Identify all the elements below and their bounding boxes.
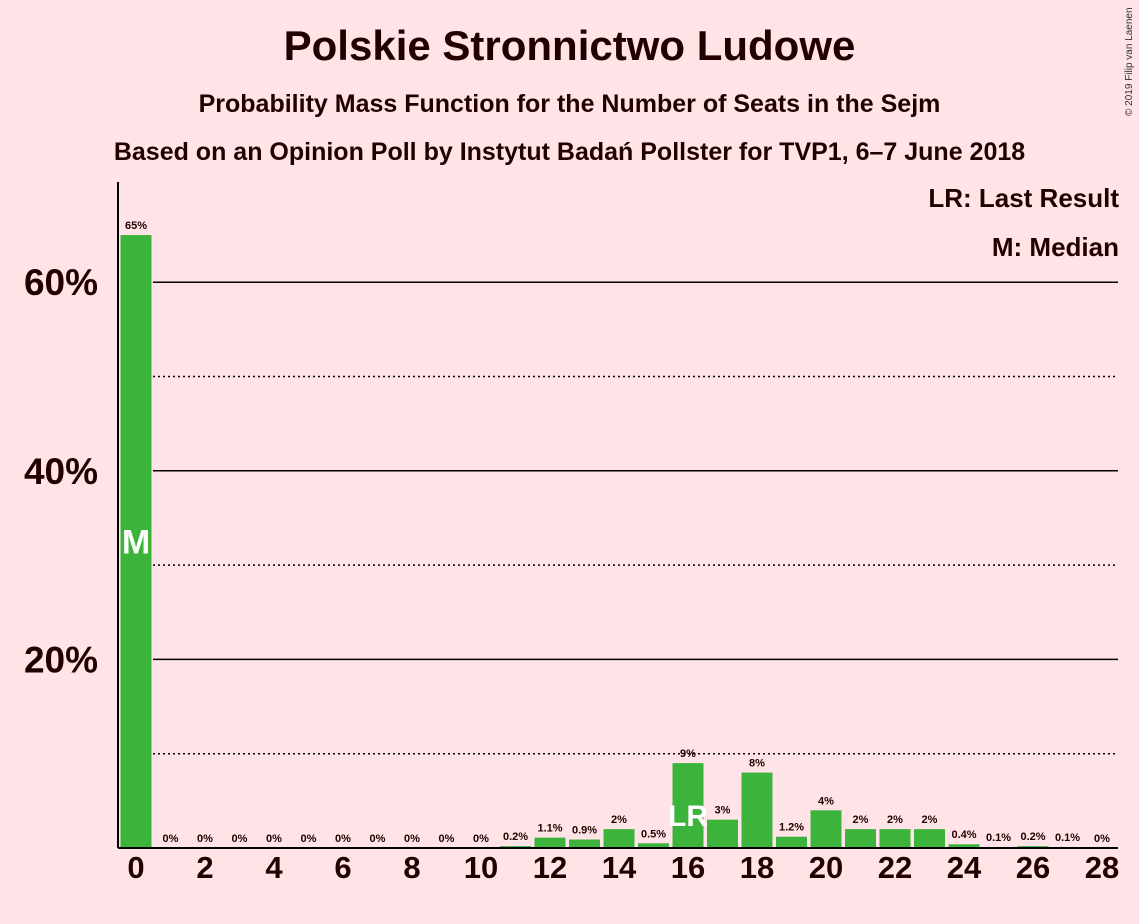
x-tick-label: 4 xyxy=(265,850,283,885)
bar xyxy=(120,235,152,849)
bar-value-label: 1.2% xyxy=(779,822,804,834)
bar-value-label: 0% xyxy=(163,833,179,845)
bar xyxy=(603,829,635,848)
bar xyxy=(810,810,842,848)
x-tick-label: 8 xyxy=(403,850,420,885)
chart-source: Based on an Opinion Poll by Instytut Bad… xyxy=(113,138,1026,166)
last-result-marker: LR xyxy=(668,800,708,833)
bar xyxy=(707,819,738,848)
x-tick-label: 20 xyxy=(809,850,843,885)
bar-value-label: 0.1% xyxy=(986,832,1011,844)
bar xyxy=(638,843,669,848)
bar xyxy=(776,836,807,848)
bar-value-label: 2% xyxy=(887,814,903,826)
bar-value-label: 2% xyxy=(853,814,869,826)
bar-value-label: 9% xyxy=(680,748,696,760)
bar xyxy=(672,763,704,848)
bar-value-label: 0.2% xyxy=(503,831,528,843)
x-tick-label: 18 xyxy=(740,850,774,885)
bar-value-label: 1.1% xyxy=(537,823,562,835)
bar-value-label: 2% xyxy=(922,814,938,826)
bar-value-label: 0.2% xyxy=(1020,831,1045,843)
bar-value-label: 0% xyxy=(301,833,317,845)
bar-value-label: 0% xyxy=(266,833,282,845)
legend-median: M: Median xyxy=(991,232,1119,262)
bar xyxy=(948,844,980,848)
x-tick-label: 0 xyxy=(127,850,144,885)
x-tick-label: 14 xyxy=(602,850,637,885)
bar xyxy=(534,837,566,848)
bar-value-label: 0% xyxy=(404,833,420,845)
bar-value-label: 0.1% xyxy=(1055,832,1080,844)
bar-value-label: 0% xyxy=(370,833,386,845)
bar xyxy=(741,772,773,848)
bar-value-label: 8% xyxy=(749,758,765,770)
legend-last-result: LR: Last Result xyxy=(928,183,1119,213)
bar xyxy=(879,829,911,848)
y-tick-label: 60% xyxy=(24,262,98,303)
y-tick-label: 20% xyxy=(24,639,98,680)
bar-value-label: 0.5% xyxy=(641,828,666,840)
x-tick-label: 2 xyxy=(196,850,213,885)
bar-value-label: 0.9% xyxy=(572,825,597,837)
x-tick-label: 28 xyxy=(1085,850,1119,885)
x-tick-label: 26 xyxy=(1016,850,1050,885)
y-tick-label: 40% xyxy=(24,451,98,492)
chart-title: Polskie Stronnictwo Ludowe xyxy=(283,22,856,69)
bar xyxy=(914,829,945,848)
bar-value-label: 0% xyxy=(232,833,248,845)
x-tick-label: 24 xyxy=(947,850,982,885)
bar xyxy=(569,839,600,848)
bar-value-label: 0% xyxy=(335,833,351,845)
bar-value-label: 0% xyxy=(1094,833,1110,845)
bar-value-label: 3% xyxy=(715,805,731,817)
x-tick-label: 16 xyxy=(671,850,705,885)
bar-value-label: 2% xyxy=(611,814,627,826)
bar-value-label: 0% xyxy=(439,833,455,845)
bar-value-label: 65% xyxy=(125,220,147,232)
x-tick-label: 22 xyxy=(878,850,912,885)
bar-value-label: 0.4% xyxy=(951,829,976,841)
median-marker: M xyxy=(122,524,150,562)
bar-value-label: 0% xyxy=(197,833,213,845)
x-tick-label: 10 xyxy=(464,850,498,885)
bar-value-label: 4% xyxy=(818,795,834,807)
bar-value-label: 0% xyxy=(473,833,489,845)
x-tick-label: 12 xyxy=(533,850,567,885)
x-tick-label: 6 xyxy=(334,850,351,885)
chart-subtitle: Probability Mass Function for the Number… xyxy=(198,90,941,118)
bar xyxy=(845,829,876,848)
